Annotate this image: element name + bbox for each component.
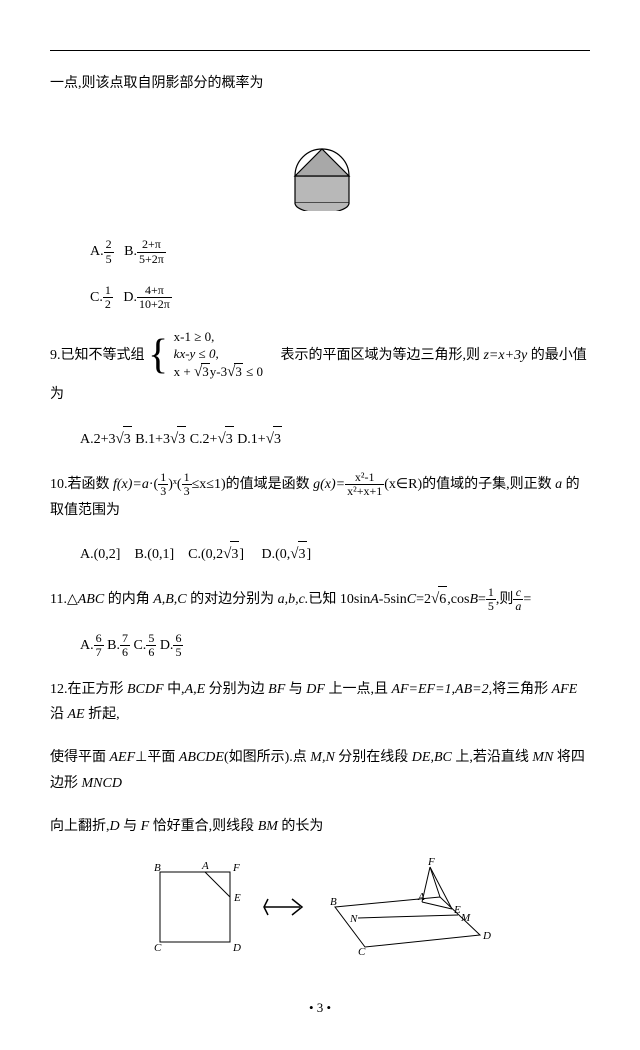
q11-options: A.67 B.76 C.56 D.65 xyxy=(80,632,590,659)
q9-stem: 9.已知不等式组 { x-1 ≥ 0, kx-y ≤ 0, x + √3y-3√… xyxy=(50,329,590,407)
q10-options: A.(0,2] B.(0,1] C.(0,2√3] D.(0,√3] xyxy=(80,541,590,568)
svg-text:B: B xyxy=(154,862,161,874)
svg-text:M: M xyxy=(460,912,471,924)
svg-text:E: E xyxy=(233,892,241,904)
svg-text:A: A xyxy=(201,860,209,872)
q12-line3: 向上翻折,D 与 F 恰好重合,则线段 BM 的长为 xyxy=(50,814,590,839)
opt-b-label: B. xyxy=(124,244,137,259)
q12-line1: 12.在正方形 BCDF 中,A,E 分别为边 BF 与 DF 上一点,且 AF… xyxy=(50,677,590,727)
q8-options-line2: C.12 D.4+π10+2π xyxy=(90,284,590,311)
q10-stem: 10.若函数 f(x)=a·(13)ˣ(13≤x≤1)的值域是函数 g(x)=x… xyxy=(50,471,590,524)
svg-text:C: C xyxy=(154,942,162,954)
svg-text:N: N xyxy=(349,913,358,925)
svg-text:D: D xyxy=(232,942,241,954)
figure-1 xyxy=(50,111,590,220)
svg-text:D: D xyxy=(482,930,491,942)
svg-text:A: A xyxy=(417,891,425,903)
svg-text:B: B xyxy=(330,896,337,908)
opt-a-label: A. xyxy=(90,244,104,259)
opt-c-label: C. xyxy=(90,290,103,305)
svg-text:E: E xyxy=(453,904,461,916)
q11-stem: 11.△ABC 的内角 A,B,C 的对边分别为 a,b,c.已知 10sinA… xyxy=(50,586,590,613)
figure-2: B A F E C D B A F E N M C D xyxy=(50,857,590,976)
svg-text:F: F xyxy=(232,862,240,874)
opt-d-label: D. xyxy=(123,290,137,305)
q9-options: A.2+3√3 B.1+3√3 C.2+√3 D.1+√3 xyxy=(80,426,590,453)
page-number: • 3 • xyxy=(50,996,590,1019)
q8-options-line1: A.25 B.2+π5+2π xyxy=(90,238,590,265)
svg-text:C: C xyxy=(358,946,366,958)
q12-line2: 使得平面 AEF⊥平面 ABCDE(如图所示).点 M,N 分别在线段 DE,B… xyxy=(50,745,590,795)
intro-text: 一点,则该点取自阴影部分的概率为 xyxy=(50,71,590,96)
svg-text:F: F xyxy=(427,857,435,868)
top-rule xyxy=(50,50,590,51)
